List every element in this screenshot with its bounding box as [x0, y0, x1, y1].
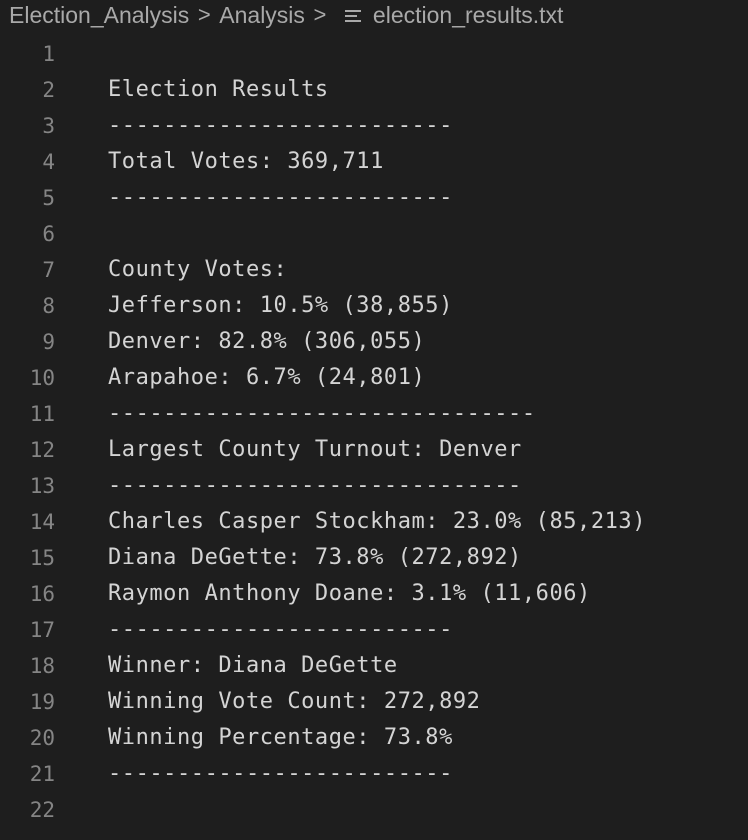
chevron-right-icon: > — [197, 2, 211, 27]
editor-line[interactable]: 5 ------------------------- — [0, 180, 748, 216]
line-text: Arapahoe: 6.7% (24,801) — [108, 365, 426, 390]
line-text: Winning Vote Count: 272,892 — [108, 689, 481, 714]
line-number: 18 — [29, 654, 55, 678]
line-number: 17 — [29, 618, 55, 642]
text-editor[interactable]: 1 2 Election Results 3 ---------------------… — [0, 36, 748, 828]
editor-line[interactable]: 2 Election Results — [0, 72, 748, 108]
line-number: 3 — [42, 114, 55, 138]
line-text: ------------------------- — [108, 185, 453, 210]
editor-line[interactable]: 1 — [0, 36, 748, 72]
editor-line[interactable]: 8 Jefferson: 10.5% (38,855) — [0, 288, 748, 324]
line-text: Jefferson: 10.5% (38,855) — [108, 293, 453, 318]
editor-line[interactable]: 11 ------------------------------- — [0, 396, 748, 432]
line-text: Winner: Diana DeGette — [108, 653, 398, 678]
breadcrumb: Election_Analysis > Analysis > election_… — [9, 0, 563, 30]
line-number: 15 — [29, 546, 55, 570]
editor-line[interactable]: 19 Winning Vote Count: 272,892 — [0, 684, 748, 720]
text-lines-icon — [344, 9, 361, 23]
line-text: ------------------------- — [108, 113, 453, 138]
line-text: ------------------------- — [108, 761, 453, 786]
line-number: 7 — [42, 258, 55, 282]
line-number: 8 — [42, 294, 55, 318]
editor-line[interactable]: 14 Charles Casper Stockham: 23.0% (85,213… — [0, 504, 748, 540]
line-number: 12 — [29, 438, 55, 462]
line-number: 19 — [29, 690, 55, 714]
line-number: 13 — [29, 474, 55, 498]
line-text: Diana DeGette: 73.8% (272,892) — [108, 545, 522, 570]
editor-line[interactable]: 18 Winner: Diana DeGette — [0, 648, 748, 684]
line-number: 21 — [29, 762, 55, 786]
line-number: 1 — [42, 42, 55, 66]
line-number: 2 — [42, 78, 55, 102]
line-number: 5 — [42, 186, 55, 210]
line-number: 10 — [29, 366, 55, 390]
editor-line[interactable]: 16 Raymon Anthony Doane: 3.1% (11,606) — [0, 576, 748, 612]
line-text: Denver: 82.8% (306,055) — [108, 329, 426, 354]
editor-line[interactable]: 20 Winning Percentage: 73.8% — [0, 720, 748, 756]
editor-line[interactable]: 13 ------------------------------ — [0, 468, 748, 504]
line-number: 16 — [29, 582, 55, 606]
editor-line[interactable]: 4 Total Votes: 369,711 — [0, 144, 748, 180]
line-text: Raymon Anthony Doane: 3.1% (11,606) — [108, 581, 591, 606]
editor-line[interactable]: 9 Denver: 82.8% (306,055) — [0, 324, 748, 360]
breadcrumb-item-election-analysis[interactable]: Election_Analysis — [9, 1, 190, 28]
editor-line[interactable]: 17 ------------------------- — [0, 612, 748, 648]
line-number: 9 — [42, 330, 55, 354]
line-number: 6 — [42, 222, 55, 246]
line-text: Largest County Turnout: Denver — [108, 437, 522, 462]
editor-line[interactable]: 12 Largest County Turnout: Denver — [0, 432, 748, 468]
editor-line[interactable]: 10 Arapahoe: 6.7% (24,801) — [0, 360, 748, 396]
editor-line[interactable]: 6 — [0, 216, 748, 252]
editor-line[interactable]: 3 ------------------------- — [0, 108, 748, 144]
editor-line[interactable]: 22 — [0, 792, 748, 828]
line-text: ------------------------------- — [108, 401, 536, 426]
line-text: Total Votes: 369,711 — [108, 149, 384, 174]
breadcrumb-item-analysis[interactable]: Analysis — [219, 1, 305, 28]
line-text: Winning Percentage: 73.8% — [108, 725, 453, 750]
editor-line[interactable]: 21 ------------------------- — [0, 756, 748, 792]
line-text: ------------------------- — [108, 617, 453, 642]
line-text: Election Results — [108, 77, 329, 102]
line-text: ------------------------------ — [108, 473, 522, 498]
line-text: County Votes: — [108, 257, 288, 282]
editor-line[interactable]: 7 County Votes: — [0, 252, 748, 288]
line-text: Charles Casper Stockham: 23.0% (85,213) — [108, 509, 647, 534]
line-number: 22 — [29, 798, 55, 822]
editor-line[interactable]: 15 Diana DeGette: 73.8% (272,892) — [0, 540, 748, 576]
breadcrumb-item-file[interactable]: election_results.txt — [372, 1, 564, 28]
line-number: 11 — [29, 402, 55, 426]
line-number: 4 — [42, 150, 55, 174]
chevron-right-icon: > — [313, 2, 327, 27]
line-number: 14 — [29, 510, 55, 534]
line-number: 20 — [29, 726, 55, 750]
